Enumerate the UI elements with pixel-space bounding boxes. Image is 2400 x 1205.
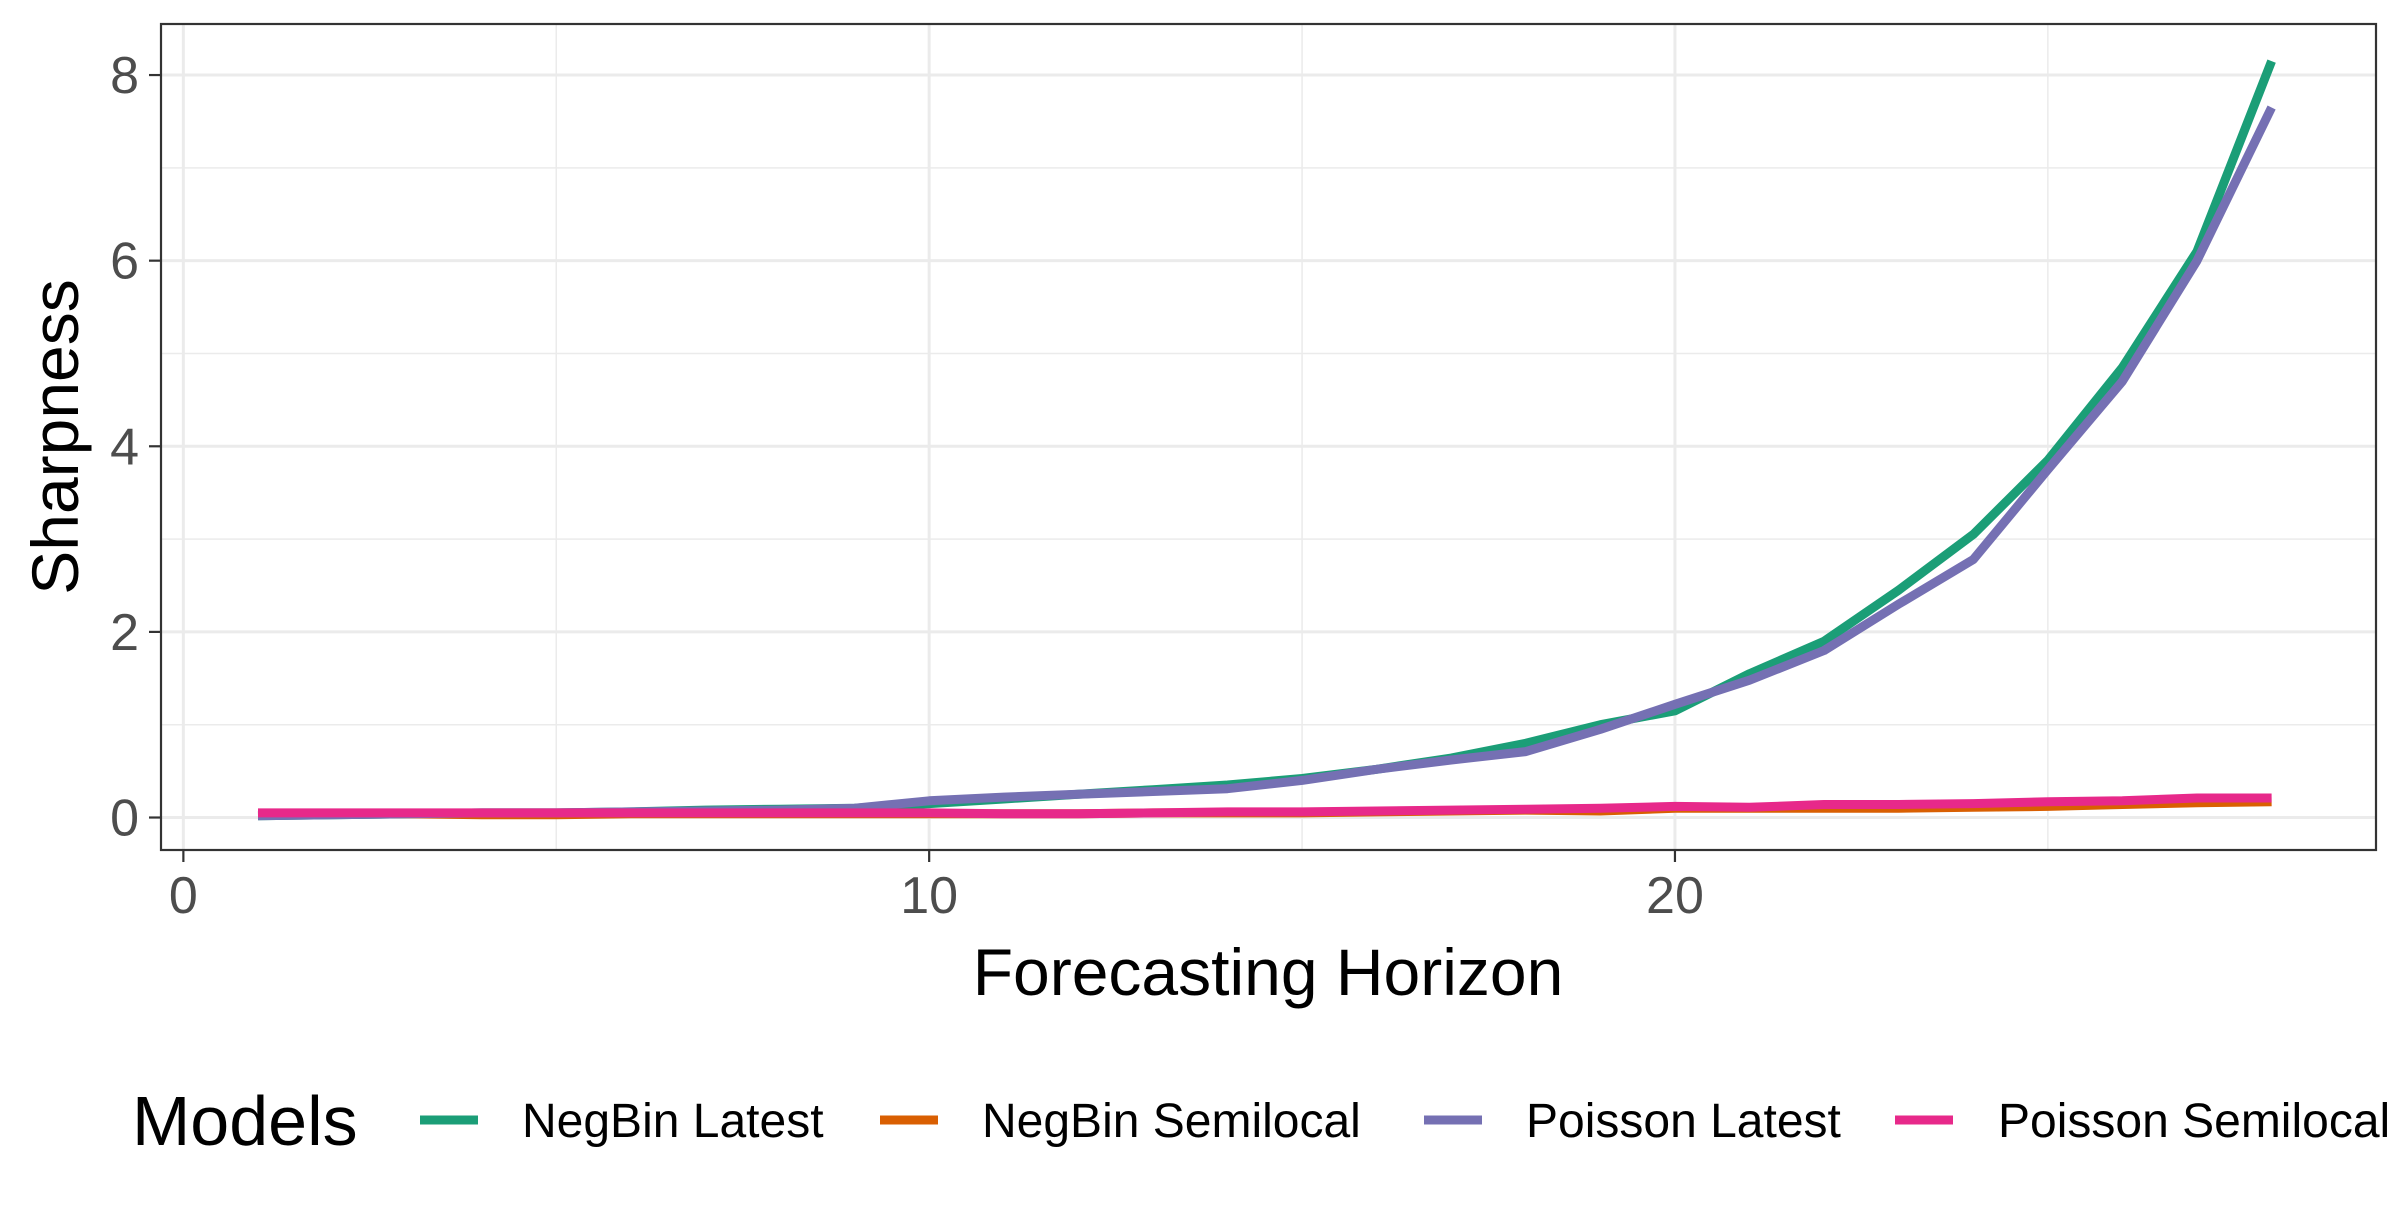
axis-layer: 0 10 20 0 2 4 6 8 <box>110 47 1704 925</box>
legend-label-negbin-semilocal: NegBin Semilocal <box>982 1095 1361 1148</box>
series-layer <box>257 59 2276 821</box>
x-tick-label: 0 <box>169 867 198 925</box>
plot-panel-border <box>159 22 2378 852</box>
legend-label-negbin-latest: NegBin Latest <box>522 1095 824 1148</box>
legend-label-poisson-semilocal: Poisson Semilocal <box>1998 1095 2390 1148</box>
y-tick-label: 0 <box>110 790 139 848</box>
y-axis-title: Sharpness <box>18 279 92 595</box>
y-tick-label: 6 <box>110 233 139 291</box>
y-tick-label: 8 <box>110 47 139 105</box>
x-tick-label: 20 <box>1646 867 1704 925</box>
legend-title: Models <box>132 1082 358 1160</box>
series-line-poisson-semilocal <box>258 793 2272 819</box>
y-tick-label: 2 <box>110 604 139 662</box>
legend: Models NegBin Latest NegBin Semilocal Pois… <box>132 1082 2390 1160</box>
x-tick-label: 10 <box>900 867 958 925</box>
series-line-negbin-latest <box>257 59 2276 821</box>
x-axis-title: Forecasting Horizon <box>973 935 1564 1009</box>
y-tick-label: 4 <box>110 418 139 476</box>
grid-layer <box>161 24 2376 850</box>
series-line-poisson-latest <box>257 105 2276 821</box>
legend-label-poisson-latest: Poisson Latest <box>1526 1095 1841 1148</box>
